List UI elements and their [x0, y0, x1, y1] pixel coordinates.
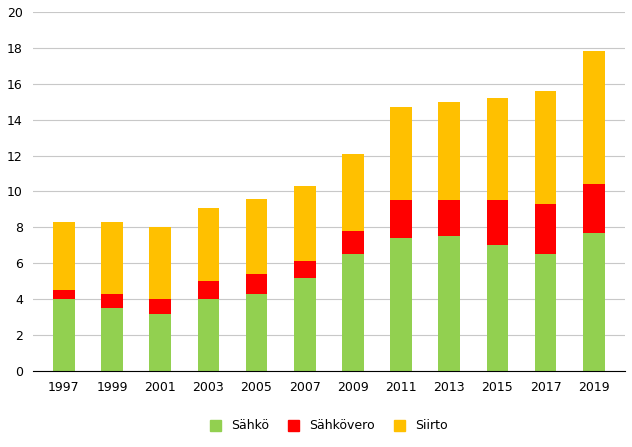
Bar: [487, 200, 508, 245]
Bar: [101, 294, 123, 308]
Bar: [198, 281, 219, 299]
Bar: [390, 107, 412, 200]
Bar: [198, 208, 219, 281]
Legend: Sähkö, Sähkövero, Siirto: Sähkö, Sähkövero, Siirto: [205, 413, 453, 437]
Bar: [246, 274, 267, 294]
Bar: [149, 299, 171, 313]
Bar: [583, 184, 605, 233]
Bar: [439, 200, 460, 236]
Bar: [439, 102, 460, 200]
Bar: [535, 204, 556, 254]
Bar: [294, 261, 315, 278]
Bar: [101, 308, 123, 371]
Bar: [583, 233, 605, 371]
Bar: [487, 98, 508, 200]
Bar: [149, 228, 171, 299]
Bar: [342, 254, 364, 371]
Bar: [294, 278, 315, 371]
Bar: [390, 238, 412, 371]
Bar: [53, 290, 75, 299]
Bar: [342, 154, 364, 231]
Bar: [101, 222, 123, 294]
Bar: [53, 222, 75, 290]
Bar: [246, 294, 267, 371]
Bar: [198, 299, 219, 371]
Bar: [583, 51, 605, 184]
Bar: [535, 91, 556, 204]
Bar: [294, 186, 315, 261]
Bar: [390, 200, 412, 238]
Bar: [149, 313, 171, 371]
Bar: [246, 198, 267, 274]
Bar: [535, 254, 556, 371]
Bar: [53, 299, 75, 371]
Bar: [487, 245, 508, 371]
Bar: [342, 231, 364, 254]
Bar: [439, 236, 460, 371]
